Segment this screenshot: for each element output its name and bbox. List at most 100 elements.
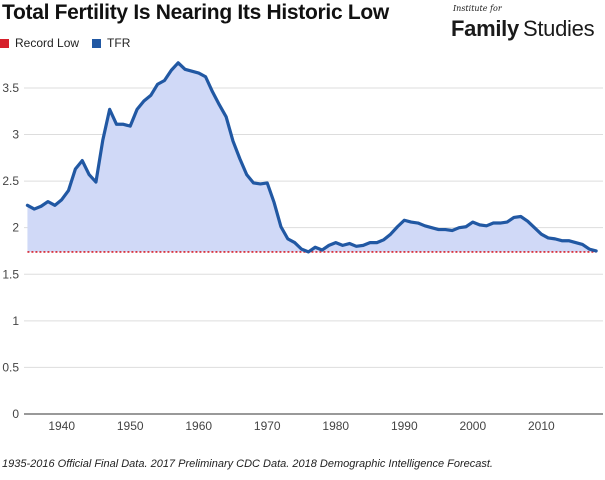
tfr-data-point xyxy=(492,222,494,224)
tfr-line xyxy=(25,61,598,254)
tfr-data-point xyxy=(506,221,508,223)
tfr-data-point xyxy=(225,116,227,118)
tfr-data-point xyxy=(458,226,460,228)
y-tick-label: 0 xyxy=(12,407,19,421)
x-tick-label: 2010 xyxy=(528,419,555,433)
tfr-data-point xyxy=(581,243,583,245)
institute-for-family-studies-logo: Institute for Family Studies xyxy=(451,4,601,44)
tfr-data-point xyxy=(177,62,179,64)
tfr-data-point xyxy=(136,108,138,110)
tfr-data-point xyxy=(561,240,563,242)
legend-swatch-record-low xyxy=(0,38,9,48)
tfr-data-point xyxy=(74,168,76,170)
logo-word-family: Family xyxy=(451,16,519,41)
tfr-area-fill xyxy=(27,62,597,252)
tfr-data-point xyxy=(595,250,597,252)
x-tick-label: 2000 xyxy=(459,419,486,433)
tfr-data-point xyxy=(396,226,398,228)
tfr-data-point xyxy=(444,228,446,230)
tfr-data-point xyxy=(184,68,186,70)
tfr-data-point xyxy=(520,215,522,217)
tfr-data-point xyxy=(150,94,152,96)
tfr-data-point xyxy=(554,238,556,240)
tfr-data-point xyxy=(88,173,90,175)
y-tick-label: 1 xyxy=(12,314,19,328)
tfr-data-point xyxy=(437,228,439,230)
tfr-data-point xyxy=(568,240,570,242)
tfr-data-point xyxy=(204,76,206,78)
x-tick-label: 1950 xyxy=(117,419,144,433)
tfr-data-point xyxy=(143,100,145,102)
tfr-data-point xyxy=(280,226,282,228)
x-tick-label: 1990 xyxy=(391,419,418,433)
chart-title: Total Fertility Is Nearing Its Historic … xyxy=(2,1,389,24)
tfr-data-point xyxy=(287,238,289,240)
tfr-data-point xyxy=(95,181,97,183)
y-tick-label: 3 xyxy=(12,128,19,142)
tfr-data-point xyxy=(403,219,405,221)
tfr-data-point xyxy=(547,237,549,239)
legend-label-tfr: TFR xyxy=(107,36,131,50)
y-tick-label: 1.5 xyxy=(2,267,19,281)
tfr-data-point xyxy=(33,208,35,210)
tfr-data-point xyxy=(307,251,309,253)
tfr-data-point xyxy=(355,245,357,247)
legend-item-tfr[interactable]: TFR xyxy=(92,36,130,50)
tfr-data-point xyxy=(499,222,501,224)
tfr-data-point xyxy=(417,222,419,224)
tfr-data-point xyxy=(245,173,247,175)
tfr-data-point xyxy=(376,241,378,243)
x-tick-label: 1940 xyxy=(48,419,75,433)
legend-item-record-low[interactable]: Record Low xyxy=(0,36,79,50)
tfr-data-point xyxy=(588,248,590,250)
tfr-data-point xyxy=(314,246,316,248)
tfr-data-point xyxy=(266,182,268,184)
tfr-data-point xyxy=(472,221,474,223)
tfr-data-point xyxy=(348,242,350,244)
y-tick-label: 2 xyxy=(12,221,19,235)
tfr-data-point xyxy=(321,249,323,251)
tfr-data-point xyxy=(67,189,69,191)
tfr-data-point xyxy=(335,241,337,243)
tfr-data-point xyxy=(574,241,576,243)
tfr-data-point xyxy=(115,123,117,125)
tfr-data-point xyxy=(218,104,220,106)
logo-small-text: Institute for xyxy=(453,4,502,13)
tfr-data-point xyxy=(40,205,42,207)
tfr-data-point xyxy=(328,244,330,246)
tfr-data-point xyxy=(191,70,193,72)
tfr-data-point xyxy=(54,204,56,206)
tfr-data-point xyxy=(300,248,302,250)
tfr-data-point xyxy=(540,233,542,235)
tfr-data-point xyxy=(485,225,487,227)
tfr-data-point xyxy=(526,220,528,222)
logo-word-studies: Studies xyxy=(523,16,595,41)
tfr-data-point xyxy=(293,241,295,243)
tfr-data-point xyxy=(341,244,343,246)
tfr-data-point xyxy=(198,72,200,74)
y-tick-label: 3.5 xyxy=(2,81,19,95)
x-tick-label: 1960 xyxy=(185,419,212,433)
tfr-data-point xyxy=(26,204,28,206)
legend: Record Low TFR xyxy=(0,36,143,50)
y-tick-label: 2.5 xyxy=(2,174,19,188)
tfr-data-point xyxy=(465,226,467,228)
x-tick-label: 1970 xyxy=(254,419,281,433)
tfr-data-point xyxy=(232,140,234,142)
tfr-data-point xyxy=(211,90,213,92)
tfr-data-point xyxy=(108,108,110,110)
tfr-data-point xyxy=(239,158,241,160)
tfr-data-point xyxy=(129,125,131,127)
tfr-data-point xyxy=(410,221,412,223)
tfr-data-point xyxy=(273,201,275,203)
tfr-data-point xyxy=(47,200,49,202)
x-tick-label: 1980 xyxy=(322,419,349,433)
tfr-data-point xyxy=(383,239,385,241)
tfr-data-point xyxy=(156,83,158,85)
y-tick-label: 0.5 xyxy=(2,360,19,374)
tfr-data-point xyxy=(163,79,165,81)
tfr-data-point xyxy=(478,224,480,226)
legend-label-record-low: Record Low xyxy=(15,36,80,50)
